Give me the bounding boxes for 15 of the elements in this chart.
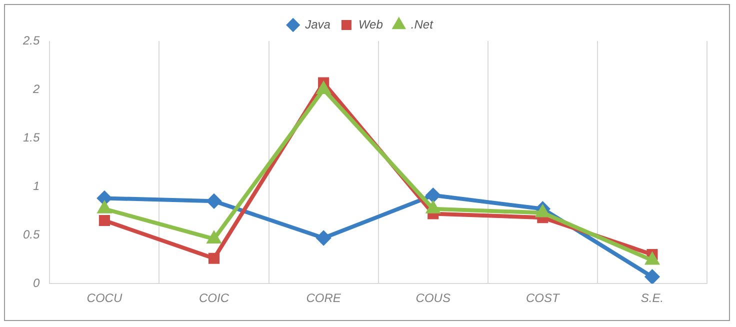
y-tick-label: 2 xyxy=(32,82,40,96)
y-tick-label: 0 xyxy=(32,276,40,290)
legend-label: Web xyxy=(358,17,384,32)
x-tick-label: CORE xyxy=(306,291,342,306)
x-tick-label: COIC xyxy=(199,291,230,306)
y-tick-label: 1 xyxy=(32,178,40,193)
y-tick-label: 0.5 xyxy=(22,227,40,242)
x-tick-label: COUS xyxy=(416,291,450,306)
legend-label: Java xyxy=(304,17,331,32)
y-tick-label: 1.5 xyxy=(22,130,40,144)
x-tick-label: S.E. xyxy=(640,291,664,306)
legend-label: .Net xyxy=(410,17,434,32)
x-tick-label: COST xyxy=(526,291,561,306)
x-tick-label: COCU xyxy=(86,291,122,306)
y-tick-label: 2.5 xyxy=(22,33,40,48)
